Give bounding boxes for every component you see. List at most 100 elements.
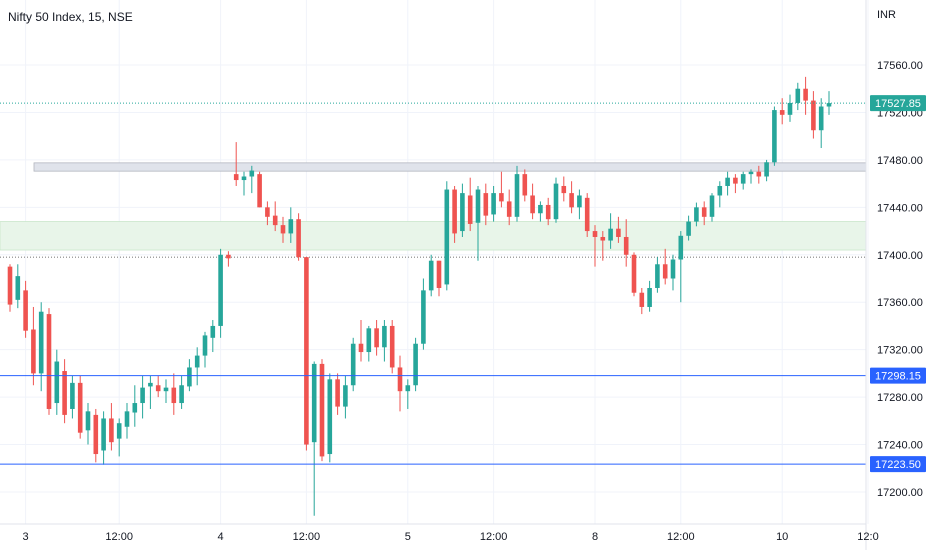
time-tick-label: 10 [776, 531, 788, 543]
price-tick-label: 17480.00 [877, 155, 923, 167]
candle-body [280, 225, 286, 234]
candle-body [202, 335, 208, 356]
candle-body [77, 382, 83, 433]
price-tick-label: 17200.00 [877, 487, 923, 499]
candle-body [499, 193, 504, 202]
candle-body [577, 195, 582, 208]
candle-body [686, 221, 691, 236]
candle-body [631, 254, 637, 293]
candle-body [514, 174, 520, 217]
candle-body [467, 195, 473, 224]
candle-body [600, 236, 606, 241]
candle-body [241, 176, 247, 181]
symbol-title: Nifty 50 Index, 15, NSE [8, 10, 133, 24]
price-line-tag: 17298.15 [875, 371, 921, 383]
candle-body [62, 371, 67, 415]
candle-body [288, 219, 294, 234]
candle-body [592, 231, 598, 237]
candle-body [54, 361, 60, 404]
price-tick-label: 17280.00 [877, 392, 923, 404]
price-tick-label: 17560.00 [877, 60, 923, 72]
candle-body [553, 183, 559, 220]
candle-body [116, 423, 122, 439]
candle-body [421, 290, 426, 344]
candle-body [335, 379, 340, 407]
price-tick-label: 17360.00 [877, 297, 923, 309]
candle-body [70, 382, 75, 409]
candle-body [272, 215, 278, 226]
candle-body [389, 325, 395, 368]
candle-body [85, 411, 91, 431]
candle-body [171, 387, 177, 404]
candle-body [803, 88, 808, 101]
time-tick-label: 12:0 [857, 531, 878, 543]
candle-body [413, 343, 418, 386]
candle-body [545, 204, 551, 220]
candle-body [772, 110, 777, 163]
candle-body [530, 195, 535, 214]
candle-body [818, 106, 824, 131]
time-tick-label: 8 [592, 531, 598, 543]
candle-body [15, 276, 21, 300]
candle-body [779, 110, 785, 115]
candle-body [296, 219, 301, 258]
candle-body [428, 260, 434, 291]
candle-body [38, 311, 44, 374]
candle-body [639, 292, 645, 307]
candle-body [475, 189, 481, 223]
candle-body [725, 177, 730, 186]
price-tick-label: 17400.00 [877, 250, 923, 262]
candle-body [405, 385, 411, 392]
currency-label: INR [877, 9, 896, 21]
price-line-tag: 17223.50 [875, 459, 921, 471]
candle-body [717, 185, 723, 196]
candle-body [163, 387, 169, 392]
candle-body [623, 236, 629, 255]
candle-body [179, 385, 184, 404]
candle-body [366, 328, 372, 353]
zone-rectangle [33, 162, 867, 172]
candle-body [522, 174, 528, 196]
candle-body [101, 418, 106, 451]
candle-body [109, 418, 114, 443]
candle-body [155, 385, 161, 392]
candle-body [662, 264, 668, 279]
candle-body [733, 177, 738, 184]
candle-body [343, 385, 348, 407]
candle-body [311, 363, 317, 443]
candle-body [701, 207, 707, 217]
candle-body [795, 88, 801, 103]
candle-body [327, 379, 333, 455]
candle-body [561, 185, 567, 194]
candle-body [382, 325, 387, 348]
candle-body [709, 195, 715, 217]
candle-body [7, 266, 13, 305]
candle-body [124, 411, 130, 427]
candle-body [226, 254, 231, 259]
candle-body [140, 387, 145, 404]
candle-body [452, 189, 457, 234]
price-line-tag-bg [870, 367, 926, 384]
candle-body [756, 171, 762, 177]
candle-body [194, 355, 200, 368]
time-tick-label: 12:00 [480, 531, 508, 543]
candle-body [187, 367, 192, 387]
candle-body [647, 287, 652, 307]
candle-body [31, 329, 36, 374]
candle-body [655, 264, 660, 288]
price-tick-label: 17320.00 [877, 345, 923, 357]
candle-body [584, 197, 590, 232]
time-tick-label: 12:00 [105, 531, 133, 543]
candle-body [436, 260, 442, 288]
candle-body [811, 100, 816, 131]
candle-body [616, 228, 621, 237]
candle-body [826, 103, 832, 107]
candle-body [358, 343, 364, 353]
candle-body [506, 201, 512, 217]
candle-body [569, 193, 574, 208]
candle-body [787, 102, 793, 115]
candle-body [148, 382, 153, 387]
candle-body [608, 228, 613, 241]
